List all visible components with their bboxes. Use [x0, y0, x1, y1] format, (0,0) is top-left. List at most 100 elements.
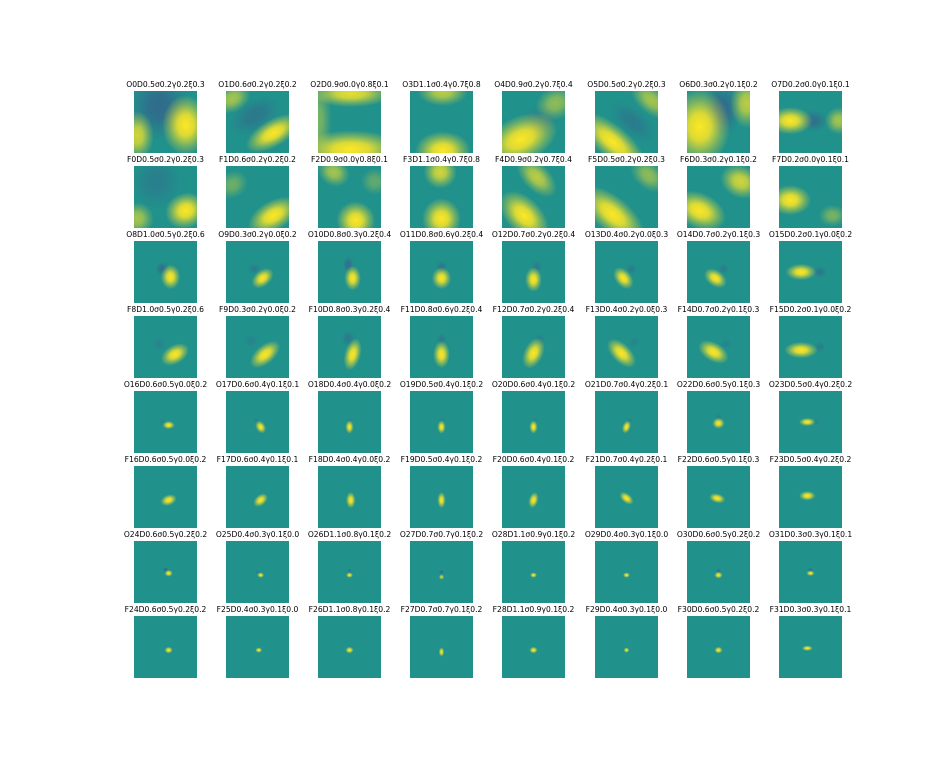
positive-lobe — [619, 491, 634, 505]
panel-title: F16D0.6σ0.5γ0.0ξ0.2 — [124, 455, 207, 464]
positive-lobe — [162, 95, 197, 153]
negative-lobe — [244, 333, 259, 348]
positive-lobe — [415, 131, 471, 153]
panel-title: O31D0.3σ0.3γ0.1ξ0.1 — [768, 530, 853, 539]
positive-lobe — [785, 263, 817, 281]
panel-title: F4D0.9σ0.2γ0.7ξ0.4 — [495, 155, 572, 164]
heatmap-panel — [410, 541, 473, 603]
positive-lobe — [687, 91, 731, 153]
positive-lobe — [438, 647, 445, 657]
heatmap-panel — [502, 616, 565, 678]
panel-title: F26D1.1σ0.8γ0.1ξ0.2 — [308, 605, 391, 614]
heatmap-panel — [502, 166, 565, 228]
heatmap-panel — [410, 616, 473, 678]
heatmap-panel — [595, 316, 658, 378]
panel-title: F17D0.6σ0.4γ0.1ξ0.1 — [216, 455, 299, 464]
positive-lobe — [530, 572, 537, 578]
heatmap-panel — [318, 391, 381, 453]
panel-title: F5D0.5σ0.2γ0.2ξ0.3 — [588, 155, 665, 164]
positive-lobe — [318, 91, 381, 108]
heatmap-panel — [226, 166, 289, 228]
panel-title: O3D1.1σ0.4γ0.7ξ0.8 — [402, 80, 481, 89]
panel-title: F30D0.6σ0.5γ0.2ξ0.2 — [677, 605, 760, 614]
heatmap-panel — [595, 91, 658, 153]
positive-lobe — [164, 569, 173, 577]
panel-title: O15D0.2σ0.1γ0.0ξ0.2 — [768, 230, 853, 239]
heatmap-panel — [687, 391, 750, 453]
heatmap-panel — [226, 316, 289, 378]
heatmap-panel — [502, 91, 565, 153]
positive-lobe — [164, 646, 173, 654]
positive-lobe — [437, 491, 446, 509]
positive-lobe — [134, 202, 154, 228]
negative-lobe — [715, 568, 722, 573]
negative-lobe — [438, 569, 445, 575]
negative-lobe — [807, 567, 814, 572]
heatmap-panel — [226, 241, 289, 303]
positive-lobe — [613, 267, 634, 290]
heatmap-panel — [502, 316, 565, 378]
positive-lobe — [437, 420, 446, 434]
positive-lobe — [360, 167, 381, 196]
positive-lobe — [253, 493, 268, 507]
positive-lobe — [730, 91, 750, 128]
panel-title: O22D0.6σ0.5γ0.1ξ0.3 — [676, 380, 761, 389]
positive-lobe — [318, 130, 381, 153]
positive-lobe — [422, 198, 461, 228]
heatmap-panel — [134, 241, 197, 303]
positive-lobe — [134, 111, 154, 153]
positive-lobe — [438, 574, 445, 580]
positive-lobe — [698, 340, 729, 364]
panel-title: O24D0.6σ0.5γ0.2ξ0.2 — [123, 530, 208, 539]
positive-lobe — [251, 268, 274, 289]
heatmap-panel — [318, 166, 381, 228]
heatmap-panel — [318, 466, 381, 528]
panel-title: O4D0.9σ0.2γ0.7ξ0.4 — [494, 80, 573, 89]
panel-title: F25D0.4σ0.3γ0.1ξ0.0 — [216, 605, 299, 614]
panel-title: O7D0.2σ0.0γ0.1ξ0.1 — [771, 80, 850, 89]
heatmap-panel — [595, 391, 658, 453]
panel-title: O0D0.5σ0.2γ0.2ξ0.3 — [126, 80, 205, 89]
negative-lobe — [609, 101, 656, 143]
heatmap-panel — [687, 316, 750, 378]
panel-title: O29D0.4σ0.3γ0.1ξ0.0 — [584, 530, 669, 539]
heatmap-panel — [410, 466, 473, 528]
heatmap-panel — [226, 391, 289, 453]
panel-title: F10D0.8σ0.3γ0.2ξ0.4 — [308, 305, 391, 314]
positive-lobe — [344, 265, 361, 291]
positive-lobe — [607, 338, 636, 368]
heatmap-panel — [410, 91, 473, 153]
positive-lobe — [535, 91, 565, 121]
positive-lobe — [824, 107, 842, 135]
panel-background — [410, 616, 473, 678]
panel-title: F27D0.7σ0.7γ0.1ξ0.2 — [400, 605, 483, 614]
panel-background — [134, 616, 197, 678]
panel-title: O8D1.0σ0.5γ0.2ξ0.6 — [126, 230, 205, 239]
positive-lobe — [630, 91, 658, 120]
panel-title: O9D0.3σ0.2γ0.0ξ0.2 — [218, 230, 297, 239]
positive-lobe — [528, 492, 539, 509]
panel-title: F24D0.6σ0.5γ0.2ξ0.2 — [124, 605, 207, 614]
positive-lobe — [226, 91, 251, 114]
panel-title: O27D0.7σ0.7γ0.1ξ0.2 — [399, 530, 484, 539]
positive-lobe — [709, 493, 726, 504]
positive-lobe — [623, 572, 630, 578]
panel-title: F0D0.5σ0.2γ0.2ξ0.3 — [127, 155, 204, 164]
heatmap-panel — [687, 241, 750, 303]
positive-lobe — [784, 341, 818, 359]
positive-lobe — [779, 185, 812, 216]
negative-lobe — [625, 263, 638, 275]
panel-title: F6D0.3σ0.2γ0.1ξ0.2 — [680, 155, 757, 164]
panel-background — [595, 541, 658, 603]
heatmap-panel — [779, 241, 842, 303]
positive-lobe — [160, 264, 181, 290]
heatmap-panel — [226, 91, 289, 153]
heatmap-panel — [134, 391, 197, 453]
panel-title: O16D0.6σ0.5γ0.0ξ0.2 — [123, 380, 208, 389]
heatmap-panel — [410, 166, 473, 228]
positive-lobe — [345, 646, 354, 654]
positive-lobe — [257, 572, 265, 578]
panel-title: O28D1.1σ0.9γ0.1ξ0.2 — [491, 530, 576, 539]
positive-lobe — [799, 417, 816, 427]
heatmap-panel — [134, 466, 197, 528]
